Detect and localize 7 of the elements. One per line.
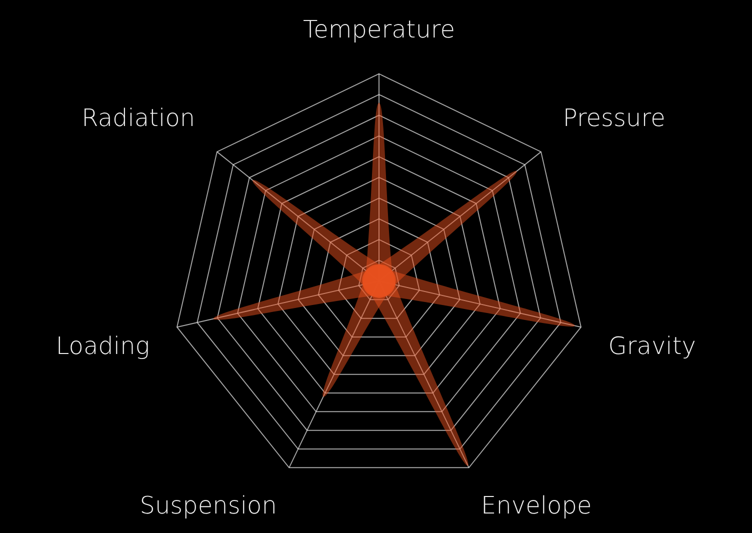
spoke-label: Envelope	[481, 492, 592, 520]
spoke-label: Suspension	[140, 492, 277, 520]
spoke-label: Temperature	[302, 16, 456, 44]
spoke-label: Loading	[56, 332, 150, 360]
spoke-label: Radiation	[82, 104, 196, 132]
spoke-label: Pressure	[562, 104, 666, 132]
spoke-label: Gravity	[608, 332, 696, 360]
